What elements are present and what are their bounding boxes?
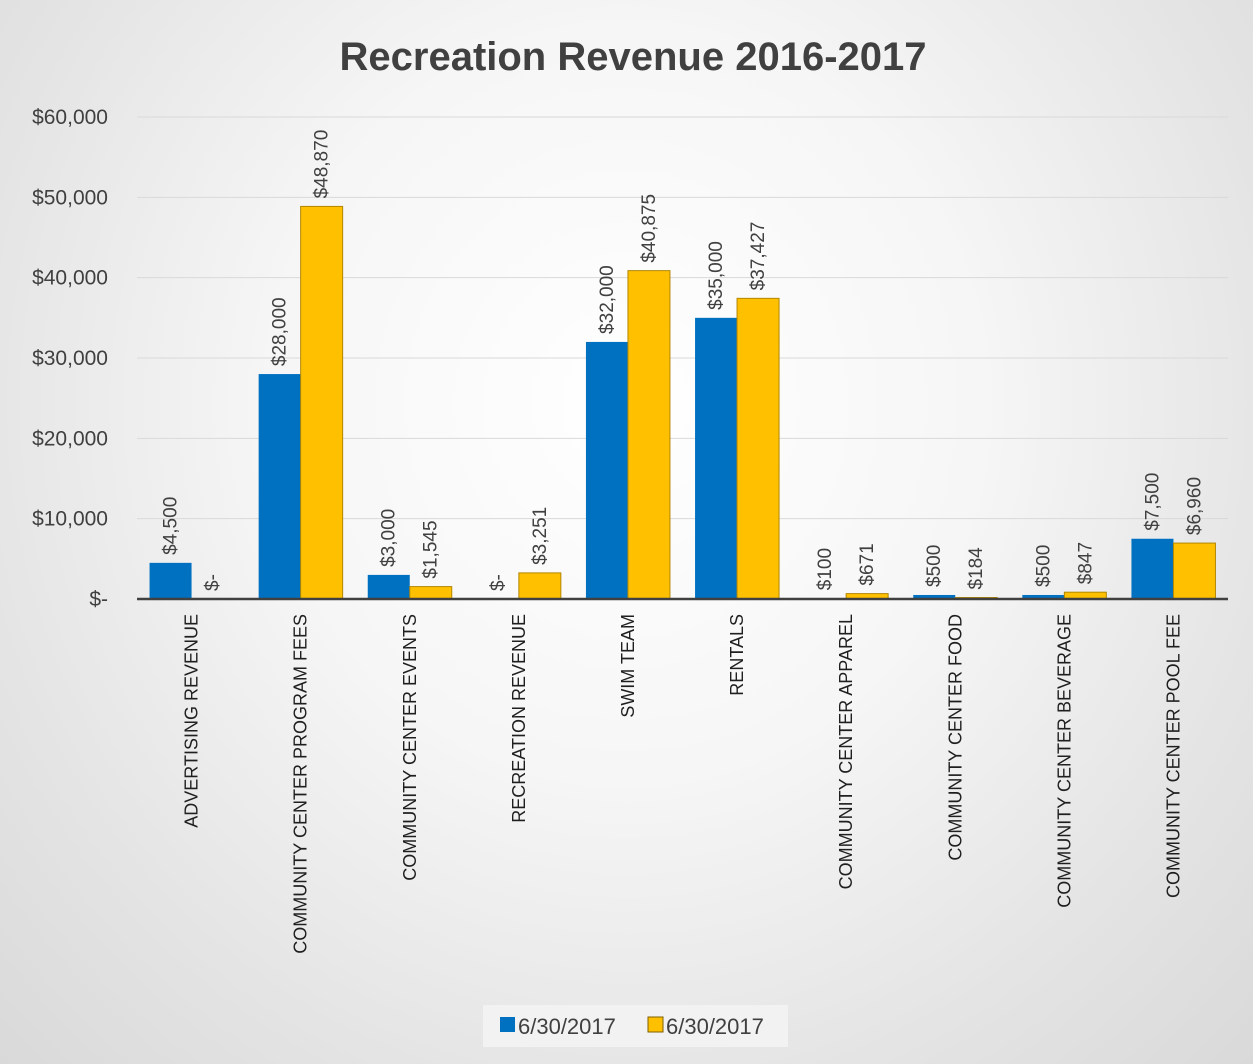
data-label-series-2: $184 [966, 547, 987, 590]
data-label-series-2: $- [203, 574, 224, 591]
y-tick-label: $40,000 [32, 267, 108, 290]
data-label-series-1: $- [488, 574, 509, 591]
data-label-series-1: $32,000 [597, 265, 618, 334]
category-label: ADVERTISING REVENUE [182, 614, 202, 828]
data-label-series-1: $7,500 [1142, 473, 1163, 531]
data-label-series-1: $28,000 [270, 297, 291, 366]
data-labels: $4,500 $28,000 $3,000 $- $32,000 $35,000 $100 $… [161, 130, 1206, 591]
category-label: COMMUNITY CENTER APPAREL [836, 614, 856, 889]
y-axis-tick-labels: $- $10,000 $20,000 $30,000 $40,000 $50,000 $60… [32, 106, 108, 611]
y-tick-label: $30,000 [32, 347, 108, 370]
category-label: SWIM TEAM [618, 614, 638, 718]
category-label: COMMUNITY CENTER POOL FEE [1163, 614, 1183, 898]
bar-series-2 [409, 586, 453, 600]
bar-series-1 [585, 341, 628, 599]
bar-series-2 [627, 270, 671, 600]
category-label: RECREATION REVENUE [509, 614, 529, 823]
data-label-series-1: $500 [1033, 545, 1054, 587]
category-label: RENTALS [727, 614, 747, 696]
category-label: COMMUNITY CENTER EVENTS [400, 614, 420, 881]
data-label-series-1: $4,500 [161, 497, 182, 555]
legend-swatch-series-1 [500, 1017, 515, 1032]
data-label-series-1: $100 [815, 548, 836, 590]
y-tick-label: $10,000 [32, 508, 108, 531]
legend-box [483, 1005, 788, 1047]
bar-series-2 [300, 205, 344, 600]
legend-label-series-1: 6/30/2017 [518, 1014, 616, 1039]
data-label-series-1: $35,000 [706, 241, 727, 310]
bar-series-2 [1172, 542, 1216, 600]
bar-series-2 [736, 297, 780, 600]
y-tick-label: $- [89, 588, 108, 611]
data-label-series-2: $3,251 [530, 507, 551, 565]
data-label-series-2: $847 [1075, 542, 1096, 584]
bar-series-2 [518, 572, 562, 600]
bar-series-1 [258, 374, 301, 599]
legend-label-series-2: 6/30/2017 [666, 1014, 764, 1039]
bar-series-1 [149, 562, 192, 599]
data-label-series-2: $1,545 [421, 520, 442, 578]
bar-series-1 [913, 594, 956, 599]
bar-series-1 [1131, 538, 1174, 599]
y-tick-label: $60,000 [32, 106, 108, 129]
data-label-series-2: $48,870 [312, 130, 333, 199]
bar-series-1 [367, 574, 410, 599]
data-label-series-2: $40,875 [639, 194, 660, 263]
data-label-series-1: $500 [924, 545, 945, 587]
bar-series-1 [695, 317, 738, 599]
legend: 6/30/2017 6/30/2017 [483, 1005, 788, 1047]
x-axis-category-labels: ADVERTISING REVENUE COMMUNITY CENTER PROG… [182, 614, 1184, 954]
y-tick-label: $50,000 [32, 186, 108, 209]
legend-swatch-series-2 [647, 1016, 664, 1033]
data-label-series-2: $671 [857, 543, 878, 585]
data-label-series-2: $37,427 [748, 222, 769, 291]
category-label: COMMUNITY CENTER FOOD [945, 614, 965, 861]
data-label-series-2: $6,960 [1184, 477, 1205, 535]
data-label-series-1: $3,000 [379, 509, 400, 567]
category-label: COMMUNITY CENTER PROGRAM FEES [291, 614, 311, 954]
bar-series-1 [1022, 594, 1065, 599]
chart-title: Recreation Revenue 2016-2017 [340, 35, 927, 79]
y-tick-label: $20,000 [32, 427, 108, 450]
category-label: COMMUNITY CENTER BEVERAGE [1054, 614, 1074, 908]
bars [149, 205, 1216, 600]
